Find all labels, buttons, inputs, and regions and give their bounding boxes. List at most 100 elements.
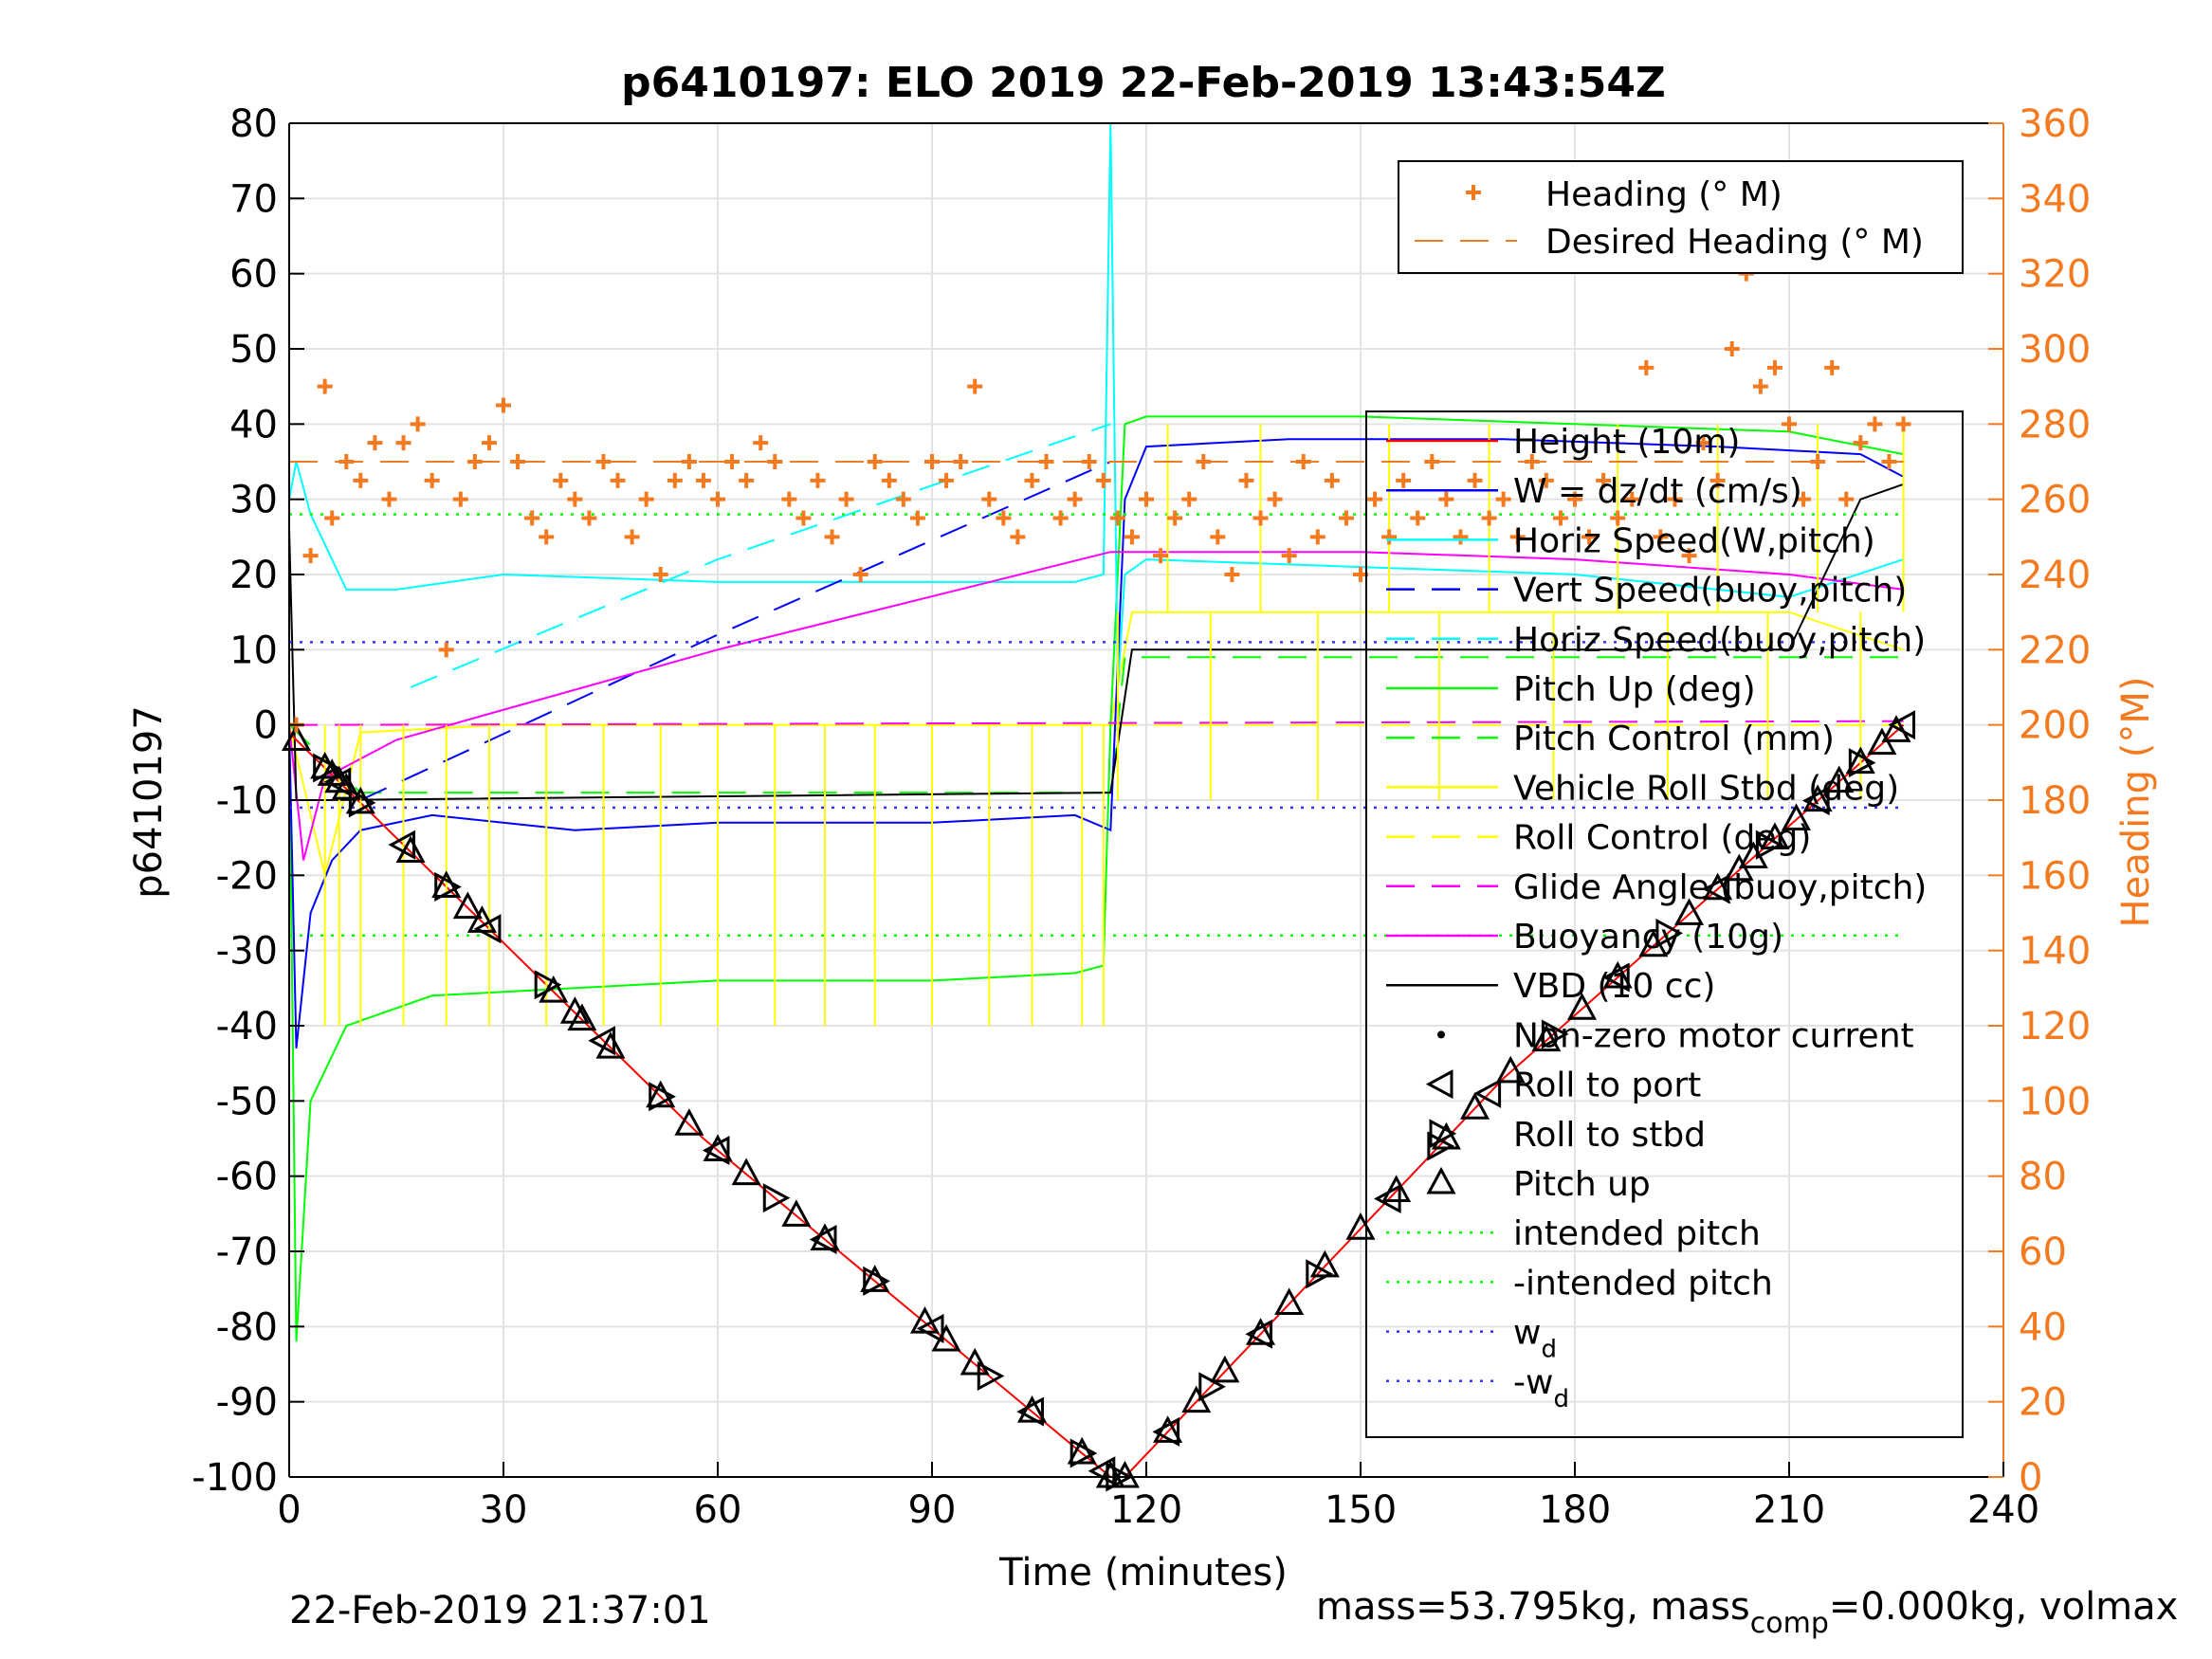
pitch-up-marker bbox=[1109, 1460, 1140, 1488]
heading-marker bbox=[338, 454, 355, 469]
legend-label-roll-to-port: Roll to port bbox=[1513, 1066, 1701, 1105]
heading-marker bbox=[1324, 472, 1340, 488]
roll-stbd-marker bbox=[1848, 748, 1876, 778]
heading-marker bbox=[1709, 472, 1726, 488]
y-tick-label: 30 bbox=[229, 479, 278, 522]
roll-stbd-marker bbox=[863, 1266, 890, 1296]
y-tick-label: -60 bbox=[216, 1156, 278, 1199]
y-tick-label: 0 bbox=[254, 704, 278, 748]
pitch-up-marker bbox=[1782, 803, 1812, 831]
y-tick-label: -100 bbox=[192, 1456, 278, 1500]
heading-marker bbox=[1467, 472, 1483, 488]
heading-marker bbox=[867, 454, 883, 469]
x-tick-label: 90 bbox=[908, 1488, 957, 1532]
legend-label-pitch-up-deg: Pitch Up (deg) bbox=[1513, 670, 1756, 709]
pitch-up-marker bbox=[960, 1347, 990, 1376]
heading-marker bbox=[1724, 341, 1740, 356]
heading-marker bbox=[424, 472, 440, 488]
pitch-up-marker bbox=[1460, 1092, 1490, 1120]
y2-tick-label: 40 bbox=[2019, 1305, 2067, 1349]
heading-marker bbox=[1210, 529, 1226, 545]
roll-port-marker bbox=[1602, 962, 1630, 993]
pitch-up-marker bbox=[674, 1108, 704, 1136]
heading-marker bbox=[610, 472, 626, 488]
y2-tick-label: 320 bbox=[2019, 253, 2091, 297]
roll-port-marker bbox=[702, 1136, 730, 1166]
y-tick-label: -20 bbox=[216, 854, 278, 898]
pitch-up-marker bbox=[1674, 898, 1705, 925]
heading-marker bbox=[1181, 491, 1197, 507]
heading-marker bbox=[410, 416, 426, 432]
heading-marker bbox=[767, 454, 783, 469]
pitch-up-marker bbox=[1531, 1024, 1562, 1052]
series-vbd-10-cc bbox=[288, 483, 1904, 801]
heading-marker bbox=[510, 454, 526, 469]
heading-marker bbox=[466, 454, 483, 469]
roll-port-marker bbox=[916, 1313, 944, 1343]
heading-marker bbox=[1509, 529, 1526, 545]
heading-marker bbox=[1109, 510, 1125, 526]
x-tick-label: 120 bbox=[1110, 1488, 1182, 1532]
heading-marker bbox=[1538, 472, 1554, 488]
pitch-up-marker bbox=[395, 835, 426, 864]
roll-port-marker bbox=[1888, 710, 1916, 740]
heading-marker bbox=[1782, 416, 1797, 432]
legend-heading-marker bbox=[1466, 185, 1481, 200]
heading-marker bbox=[1438, 491, 1454, 507]
heading-marker bbox=[1867, 416, 1883, 432]
heading-marker bbox=[852, 567, 868, 582]
roll-port-marker bbox=[1016, 1396, 1044, 1427]
heading-marker bbox=[1267, 491, 1283, 507]
roll-port-marker bbox=[1152, 1416, 1180, 1447]
roll-stbd-marker bbox=[977, 1361, 1005, 1392]
heading-marker bbox=[1252, 510, 1269, 526]
heading-marker bbox=[1667, 491, 1683, 507]
y2-tick-label: 0 bbox=[2019, 1456, 2042, 1500]
main-legend-box bbox=[1365, 410, 1964, 1438]
y-tick-label: 10 bbox=[229, 629, 278, 672]
heading-marker bbox=[324, 510, 340, 526]
y-axis-label: p6410197 bbox=[127, 705, 171, 899]
y-tick-label: 40 bbox=[229, 403, 278, 447]
heading-marker bbox=[1196, 454, 1212, 469]
legend-label-buoyancy-10g: Buoyancy (10g) bbox=[1513, 918, 1783, 957]
heading-marker bbox=[567, 491, 583, 507]
pitch-up-marker bbox=[1381, 1175, 1412, 1203]
heading-marker bbox=[1524, 454, 1540, 469]
heading-marker bbox=[1567, 491, 1582, 507]
y-tick-label: 50 bbox=[229, 328, 278, 372]
heading-marker bbox=[838, 491, 854, 507]
heading-marker bbox=[996, 510, 1012, 526]
pitch-up-marker bbox=[1567, 993, 1598, 1020]
heading-marker bbox=[1095, 472, 1111, 488]
x-tick-label: 210 bbox=[1753, 1488, 1825, 1532]
roll-stbd-marker bbox=[434, 871, 462, 902]
heading-marker bbox=[524, 510, 540, 526]
heading-marker bbox=[1309, 529, 1325, 545]
heading-marker bbox=[1024, 472, 1040, 488]
x-tick-label: 30 bbox=[480, 1488, 528, 1532]
heading-marker bbox=[1766, 359, 1782, 375]
heading-marker bbox=[810, 472, 826, 488]
legend-motor-current-marker bbox=[1437, 1030, 1445, 1039]
heading-marker bbox=[1638, 359, 1654, 375]
heading-marker bbox=[1752, 378, 1768, 394]
heading-marker bbox=[681, 454, 697, 469]
y-tick-label: 80 bbox=[229, 102, 278, 146]
heading-marker bbox=[1295, 454, 1311, 469]
x-tick-label: 150 bbox=[1325, 1488, 1397, 1532]
heading-marker bbox=[939, 472, 955, 488]
legend-label-vehicle-roll-stbd-deg: Vehicle Roll Stbd (deg) bbox=[1513, 769, 1899, 808]
roll-port-marker bbox=[323, 767, 352, 797]
y2-tick-label: 300 bbox=[2019, 328, 2091, 372]
heading-marker bbox=[1338, 510, 1354, 526]
chart-title: p6410197: ELO 2019 22-Feb-2019 13:43:54Z bbox=[621, 59, 1666, 107]
y-tick-label: -90 bbox=[216, 1381, 278, 1425]
legend-label-horiz-speed-w-pitch: Horiz Speed(W,pitch) bbox=[1513, 521, 1875, 560]
heading-marker bbox=[1238, 472, 1254, 488]
y2-tick-label: 140 bbox=[2019, 930, 2091, 974]
heading-marker bbox=[638, 491, 654, 507]
y-tick-label: -30 bbox=[216, 930, 278, 974]
heading-marker bbox=[1410, 510, 1426, 526]
